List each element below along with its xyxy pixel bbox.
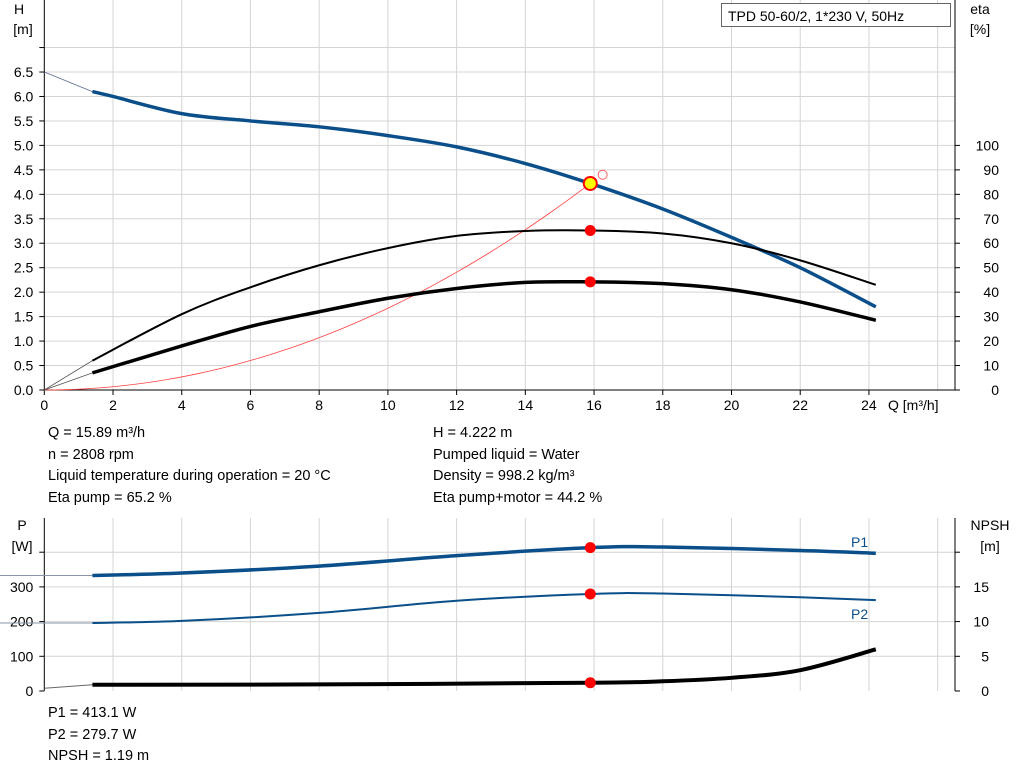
npsh-axis-label: NPSH xyxy=(971,517,1010,533)
y-axis-label-right: eta xyxy=(970,1,990,17)
y-tick-label: 4.5 xyxy=(14,162,34,178)
y-tick-label: 5.0 xyxy=(14,137,34,153)
x-tick-label: 12 xyxy=(449,397,465,413)
info-left: Q = 15.89 m³/h n = 2808 rpm Liquid tempe… xyxy=(48,423,331,509)
x-tick-label: 20 xyxy=(724,397,740,413)
npsh-curve xyxy=(92,647,877,687)
y-axis-unit-right: [%] xyxy=(970,21,990,37)
info-right: H = 4.222 m Pumped liquid = Water Densit… xyxy=(433,423,602,509)
x-tick-label: 2 xyxy=(109,397,117,413)
x-tick-label: 22 xyxy=(792,397,808,413)
p-tick-label: 300 xyxy=(10,579,34,595)
eta-tick-label: 60 xyxy=(983,235,999,251)
duty-point-head xyxy=(582,175,598,191)
y-tick-label: 2.0 xyxy=(14,284,34,300)
y-tick-label: 3.0 xyxy=(14,235,34,251)
y-tick-label: 3.5 xyxy=(14,211,34,227)
y-tick-label: 1.5 xyxy=(14,309,34,325)
system-curve-end-marker xyxy=(597,169,608,180)
y-axis-label-left: H xyxy=(14,1,24,17)
duty-point-npsh xyxy=(584,677,596,689)
x-tick-label: 18 xyxy=(655,397,671,413)
p1-curve xyxy=(92,544,876,578)
x-tick-label: 14 xyxy=(518,397,534,413)
info-temperature: Liquid temperature during operation = 20… xyxy=(48,468,331,484)
info-power: P1 = 413.1 W P2 = 279.7 W NPSH = 1.19 m xyxy=(48,703,149,768)
y-tick-label: 5.5 xyxy=(14,113,34,129)
duty-point-p2 xyxy=(584,588,596,600)
eta-tick-label: 10 xyxy=(983,358,999,374)
eta-tick-label: 70 xyxy=(983,211,999,227)
eta-pump-motor-curve xyxy=(91,279,877,375)
info-flow: Q = 15.89 m³/h xyxy=(48,425,146,441)
x-tick-label: 0 xyxy=(40,397,48,413)
eta-pump-curve xyxy=(91,229,877,362)
p-axis-unit: [W] xyxy=(12,538,33,554)
x-axis-label: Q [m³/h] xyxy=(888,397,939,413)
eta-tick-label: 100 xyxy=(976,137,1000,153)
npsh-tick-label: 15 xyxy=(973,579,989,595)
y-tick-label: 2.5 xyxy=(14,260,34,276)
head-curve xyxy=(92,89,877,309)
info-density: Density = 998.2 kg/m³ xyxy=(433,468,575,484)
duty-point-eta-pump xyxy=(584,225,596,237)
info-npsh: NPSH = 1.19 m xyxy=(48,748,150,764)
p-tick-label: 200 xyxy=(10,614,34,630)
eta-tick-label: 30 xyxy=(983,309,999,325)
y-axis-unit-left: [m] xyxy=(13,21,32,37)
p-tick-label: 0 xyxy=(26,683,34,699)
x-tick-label: 4 xyxy=(178,397,186,413)
info-eta-pump-motor: Eta pump+motor = 44.2 % xyxy=(433,489,603,506)
p2-curve xyxy=(92,592,876,624)
y-tick-label: 4.0 xyxy=(14,186,34,202)
x-tick-label: 24 xyxy=(861,397,877,413)
x-tick-label: 6 xyxy=(247,397,255,413)
eta-pump-extension xyxy=(44,360,93,391)
npsh-tick-label: 10 xyxy=(973,614,989,630)
npsh-tick-label: 5 xyxy=(981,648,989,664)
npsh-extension xyxy=(44,684,93,689)
system-curve xyxy=(44,182,591,391)
duty-point-p1 xyxy=(584,542,596,554)
eta-tick-label: 20 xyxy=(983,333,999,349)
x-tick-label: 8 xyxy=(315,397,323,413)
y-tick-label: 6.5 xyxy=(14,64,34,80)
y-tick-label: 1.0 xyxy=(14,333,34,349)
info-speed: n = 2808 rpm xyxy=(48,446,134,463)
duty-point-eta-pump-motor xyxy=(584,276,596,288)
info-head: H = 4.222 m xyxy=(433,425,513,441)
npsh-tick-label: 0 xyxy=(981,683,989,699)
eta-tick-label: 50 xyxy=(983,260,999,276)
x-tick-label: 16 xyxy=(586,397,602,413)
eta-tick-label: 40 xyxy=(983,284,999,300)
p-axis-label: P xyxy=(17,517,26,533)
y-tick-label: 0.5 xyxy=(14,358,34,374)
eta-tick-label: 80 xyxy=(983,186,999,202)
npsh-axis-unit: [m] xyxy=(980,538,999,554)
eta-pump-motor-extension xyxy=(44,372,93,391)
x-tick-label: 10 xyxy=(380,397,396,413)
head-curve-extension xyxy=(44,71,93,92)
y-tick-label: 6.0 xyxy=(14,88,34,104)
info-p2: P2 = 279.7 W xyxy=(48,726,137,743)
eta-tick-label: 0 xyxy=(991,382,999,398)
info-eta-pump: Eta pump = 65.2 % xyxy=(48,489,172,506)
info-p1: P1 = 413.1 W xyxy=(48,705,137,721)
y-tick-label: 0.0 xyxy=(14,382,34,398)
p-tick-label: 100 xyxy=(10,648,34,664)
info-liquid: Pumped liquid = Water xyxy=(433,446,580,463)
eta-tick-label: 90 xyxy=(983,162,999,178)
chart-title-box: TPD 50-60/2, 1*230 V, 50Hz xyxy=(721,3,951,27)
p1-series-label: P1 xyxy=(851,534,868,550)
p2-series-label: P2 xyxy=(851,606,868,622)
